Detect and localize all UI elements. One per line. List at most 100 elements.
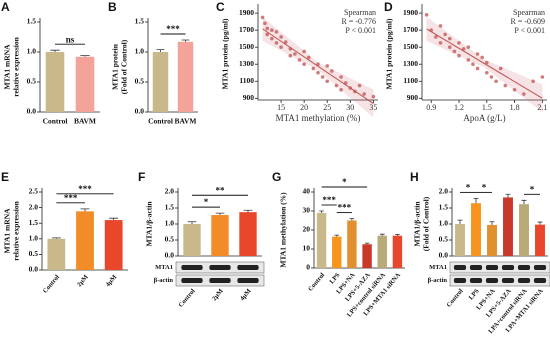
y-tick-label: 1500 xyxy=(403,42,418,51)
panel-letter: H xyxy=(410,170,419,184)
bar xyxy=(152,52,169,112)
x-tick-label: 25 xyxy=(323,103,331,112)
error-bar xyxy=(109,217,119,221)
y-tick-label: 900 xyxy=(407,93,419,102)
point xyxy=(297,58,302,62)
y-tick-label: 1900 xyxy=(239,8,254,17)
y-axis-label: MTA1 mRNA xyxy=(3,208,12,254)
x-tick-label: 2μM xyxy=(76,274,90,289)
x-tick-label: Control xyxy=(177,288,196,309)
panel-letter: E xyxy=(1,170,9,184)
blot-label: MTA1 xyxy=(155,264,173,271)
x-tick-label: 30 xyxy=(346,103,354,112)
x-tick-label: 0.9 xyxy=(426,103,436,112)
blot-band xyxy=(517,278,531,283)
x-tick-label: 20 xyxy=(300,103,308,112)
y-axis-label: relative expression xyxy=(12,200,21,260)
significance-label: * xyxy=(466,182,471,192)
blot-band xyxy=(209,265,231,270)
point xyxy=(293,52,297,56)
y-tick-label: 0.0 xyxy=(439,251,449,260)
point xyxy=(461,47,466,51)
bar xyxy=(76,211,94,270)
bar xyxy=(332,236,342,268)
bar xyxy=(211,215,229,256)
y-tick-label: 2.0 xyxy=(165,187,175,196)
point xyxy=(260,15,265,20)
significance-label: * xyxy=(204,197,209,207)
blot-band xyxy=(469,278,483,283)
y-axis-label: MTA1 methylation (%) xyxy=(279,192,288,268)
x-axis-label: MTA1 methylation (%) xyxy=(276,113,361,123)
y-tick-label: 10 xyxy=(303,244,311,253)
y-tick-label: 1.0 xyxy=(135,47,145,56)
y-tick-label: 1700 xyxy=(239,25,254,34)
x-tick-label: BAVM xyxy=(175,117,197,126)
point xyxy=(279,35,283,39)
error-bar xyxy=(334,234,340,237)
y-tick-label: 900 xyxy=(243,93,255,102)
error-bar xyxy=(364,242,370,245)
y-axis-label: MTA1 protein (pg/ml) xyxy=(221,18,230,89)
significance-label: *** xyxy=(78,184,92,194)
point xyxy=(485,70,489,75)
blot-band xyxy=(237,278,259,283)
point xyxy=(512,87,517,92)
x-tick-label: Control xyxy=(43,117,68,126)
trend-line xyxy=(262,28,374,104)
point xyxy=(485,60,489,65)
y-tick-label: 0.0 xyxy=(27,107,37,116)
bar xyxy=(45,52,65,112)
point xyxy=(306,55,311,60)
error-bar xyxy=(457,219,463,224)
error-bar xyxy=(395,233,400,236)
point xyxy=(438,24,443,28)
bar xyxy=(377,235,387,268)
error-bar xyxy=(521,199,527,205)
blot-band xyxy=(237,265,259,270)
y-axis-label: MTA1 protein (pg/ml) xyxy=(385,18,394,89)
error-bar xyxy=(215,212,225,216)
blot-strip xyxy=(449,261,550,274)
point xyxy=(447,45,452,49)
point xyxy=(274,41,279,45)
point xyxy=(325,79,330,84)
point xyxy=(353,89,357,94)
blot-band xyxy=(453,278,467,283)
y-tick-label: 1.0 xyxy=(27,47,37,56)
bar xyxy=(455,224,465,256)
point xyxy=(330,69,334,73)
x-tick-label: Control xyxy=(445,288,464,309)
annotation: P < 0.001 xyxy=(345,26,376,35)
blot-band xyxy=(469,265,483,270)
y-axis-label: MTA1 mRNA xyxy=(3,44,12,90)
blot-band xyxy=(501,265,515,270)
error-bar xyxy=(51,237,61,239)
blot-band xyxy=(517,265,531,270)
y-axis-label: MTA1 protein xyxy=(111,43,120,90)
point xyxy=(311,66,316,71)
point xyxy=(471,62,475,67)
x-tick-label: 2.1 xyxy=(537,103,547,112)
blot-band xyxy=(485,278,499,283)
blot-band xyxy=(533,278,547,283)
y-tick-label: 1.0 xyxy=(439,219,449,228)
y-tick-label: 1700 xyxy=(403,25,418,34)
y-tick-label: 1.5 xyxy=(27,17,37,26)
y-tick-label: 0.5 xyxy=(29,249,39,258)
y-tick-label: 1.0 xyxy=(29,234,39,243)
point xyxy=(357,83,362,88)
panel-letter: D xyxy=(384,0,393,14)
y-tick-label: 0.5 xyxy=(27,77,37,86)
y-tick-label: 1100 xyxy=(239,76,254,85)
significance-label: ns xyxy=(66,34,75,44)
point xyxy=(339,87,343,92)
trend-line xyxy=(426,28,543,99)
point xyxy=(371,94,376,99)
panel-letter: F xyxy=(138,170,145,184)
y-tick-label: 0.5 xyxy=(439,235,449,244)
point xyxy=(434,35,438,39)
blot-band xyxy=(181,278,203,283)
bar xyxy=(239,212,257,256)
